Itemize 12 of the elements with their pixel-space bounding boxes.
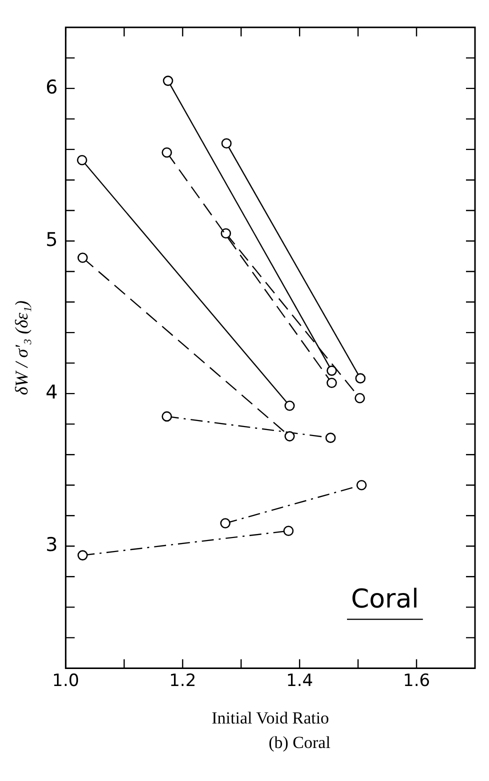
x-tick-label: 1.4 — [286, 670, 314, 691]
x-tick-label: 1.2 — [169, 670, 196, 691]
x-tick-label: 1.6 — [403, 670, 430, 691]
y-tick-label: 6 — [46, 76, 58, 98]
x-tick-label: 1.0 — [52, 670, 80, 691]
text: (b) Coral — [268, 733, 332, 753]
y-tick-label: 4 — [46, 382, 58, 404]
y-tick-label: 3 — [46, 534, 58, 556]
y-tick-label: 5 — [46, 228, 58, 251]
y-axis-title: δW / σ′₃ (δε₁) — [12, 300, 32, 396]
x-axis-title: Initial Void Ratio — [212, 708, 330, 728]
annotation: Coral — [350, 584, 419, 614]
